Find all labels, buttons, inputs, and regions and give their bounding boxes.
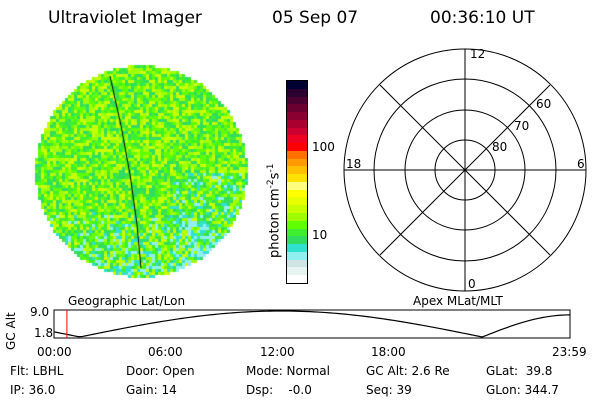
xtick-2359: 23:59	[552, 345, 587, 359]
ip: IP: 36.0	[10, 383, 56, 397]
mode: Mode: Normal	[246, 364, 330, 378]
ytick-9: 9.0	[30, 305, 50, 319]
colorbar-band	[287, 166, 307, 175]
colorbar-band	[287, 119, 307, 128]
colorbar-band	[287, 213, 307, 221]
ytick-1.8: 1.8	[34, 326, 54, 340]
seq: Seq: 39	[366, 383, 412, 397]
mlt-0-label: 0	[468, 277, 476, 291]
colorbar-band	[287, 127, 307, 136]
door: Door: Open	[126, 364, 195, 378]
mlat-70-label: 70	[514, 119, 530, 133]
mlt-12-label: 12	[470, 47, 486, 61]
colorbar-band	[287, 81, 307, 89]
gc-alt: GC Alt: 2.6 Re	[366, 364, 450, 378]
xtick-1800: 18:00	[371, 345, 406, 359]
polar-grid	[343, 48, 587, 292]
xtick-0000: 00:00	[37, 345, 72, 359]
colorbar-band	[287, 259, 307, 268]
colorbar-band	[287, 275, 307, 283]
colorbar-band	[287, 143, 307, 151]
xtick-1200: 12:00	[260, 345, 295, 359]
colorbar-tick-10: 10	[312, 228, 328, 242]
colorbar-band	[287, 189, 307, 198]
colorbar-band	[287, 267, 307, 276]
instrument-title: Ultraviolet Imager	[48, 8, 202, 28]
gain: Gain: 14	[126, 383, 177, 397]
colorbar-band	[287, 112, 307, 120]
dsp: Dsp: -0.0	[246, 383, 312, 397]
colorbar-tick-100: 100	[312, 140, 335, 154]
altitude-curve	[53, 310, 571, 338]
auroral-image	[20, 50, 260, 290]
colorbar-band	[287, 174, 307, 182]
colorbar-band	[287, 220, 307, 229]
colorbar-band	[287, 88, 307, 97]
geographic-frame-label: Geographic Lat/Lon	[68, 294, 186, 308]
colorbar	[286, 80, 308, 284]
colorbar-band	[287, 236, 307, 245]
colorbar-band	[287, 104, 307, 113]
mlt-6-label: 6	[577, 157, 585, 171]
colorbar-band	[287, 96, 307, 105]
mlt-18-label: 18	[346, 157, 362, 171]
colorbar-band	[287, 228, 307, 237]
colorbar-band	[287, 251, 307, 260]
mlat-60-label: 60	[536, 97, 552, 111]
time: 00:36:10 UT	[430, 8, 535, 28]
xtick-0600: 06:00	[148, 345, 183, 359]
colorbar-band	[287, 197, 307, 206]
mlat-80-label: 80	[492, 140, 508, 154]
glat: GLat: 39.8	[486, 364, 553, 378]
apex-frame-label: Apex MLat/MLT	[413, 294, 503, 308]
filter: Flt: LBHL	[10, 364, 64, 378]
glon: GLon: 344.7	[486, 383, 559, 397]
colorbar-band	[287, 205, 307, 214]
colorbar-band	[287, 135, 307, 144]
date: 05 Sep 07	[272, 8, 359, 28]
colorbar-band	[287, 181, 307, 190]
colorbar-band	[287, 158, 307, 167]
colorbar-band	[287, 150, 307, 159]
altitude-timeline	[53, 309, 571, 339]
colorbar-band	[287, 244, 307, 252]
